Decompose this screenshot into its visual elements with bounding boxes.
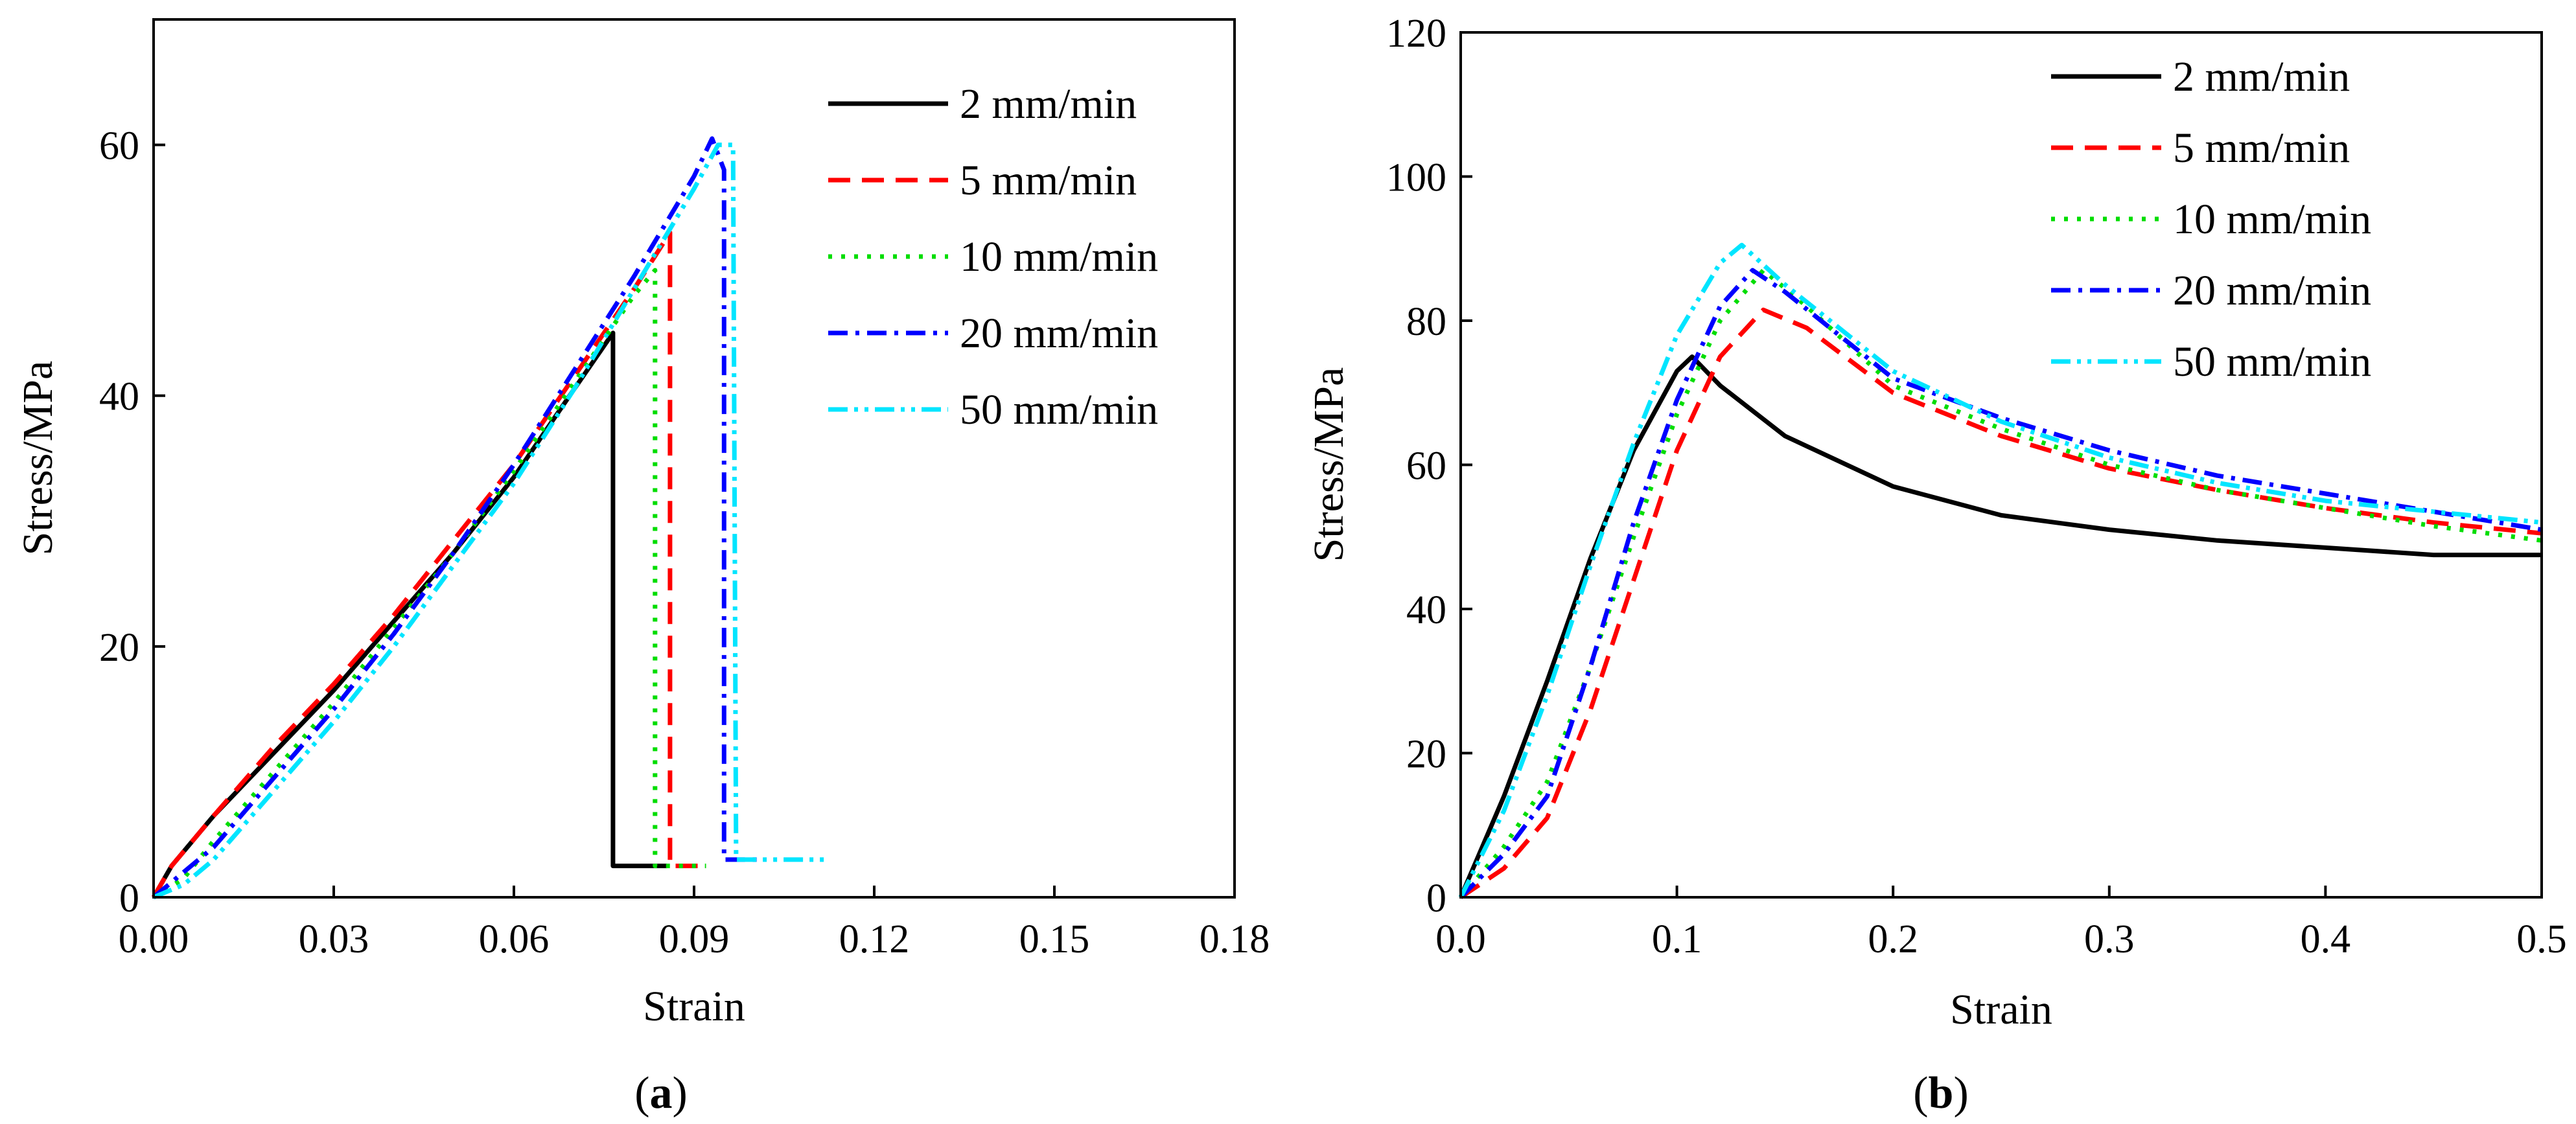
panel-a-caption: (a) bbox=[634, 1068, 688, 1118]
panel-b-series bbox=[1458, 242, 2542, 899]
panel-b-legend: 2 mm/min 5 mm/min 10 mm/min 20 mm/min 50 mm/… bbox=[2051, 53, 2371, 385]
panel-a-x-tick-label: 0.18 bbox=[1200, 917, 1270, 961]
panel-b-ticks: 0.0 0.1 0.2 0.3 0.4 0.5 0 20 40 60 80 100 120 bbox=[1386, 12, 2567, 961]
panel-a-legend-label-3: 20 mm/min bbox=[960, 310, 1158, 357]
panel-b-x-axis-title: Strain bbox=[1950, 986, 2052, 1033]
panel-a-y-tick-label: 40 bbox=[99, 375, 139, 419]
panel-b: 0.0 0.1 0.2 0.3 0.4 0.5 0 20 40 60 80 100 120 Strain… bbox=[1305, 12, 2567, 1118]
panel-b-x-tick-label: 0.4 bbox=[2301, 917, 2351, 961]
panel-a-legend-label-4: 50 mm/min bbox=[960, 386, 1158, 433]
panel-b-caption-letter: b bbox=[1929, 1068, 1954, 1118]
panel-a-x-tick-label: 0.15 bbox=[1019, 917, 1090, 961]
panel-b-series-line-3 bbox=[1459, 268, 2542, 899]
panel-a-series-line-4 bbox=[152, 143, 826, 900]
panel-a-legend-label-2: 10 mm/min bbox=[960, 233, 1158, 281]
panel-b-x-tick-label: 0.3 bbox=[2084, 917, 2135, 961]
panel-a-caption-close: ) bbox=[673, 1068, 688, 1118]
panel-b-legend-label-3: 20 mm/min bbox=[2173, 267, 2371, 314]
panel-b-y-tick-label: 100 bbox=[1386, 156, 1446, 200]
panel-a-y-axis-title: Stress/MPa bbox=[14, 361, 62, 556]
panel-b-caption: (b) bbox=[1913, 1068, 1969, 1118]
panel-b-x-tick-label: 0.5 bbox=[2516, 917, 2567, 961]
panel-b-y-tick-label: 120 bbox=[1386, 12, 1446, 56]
panel-b-y-axis-title: Stress/MPa bbox=[1305, 367, 1352, 562]
panel-a-x-tick-label: 0.06 bbox=[479, 917, 550, 961]
panel-b-legend-label-1: 5 mm/min bbox=[2173, 124, 2350, 172]
panel-a-x-tick-label: 0.00 bbox=[119, 917, 189, 961]
panel-a-ticks: 0.00 0.03 0.06 0.09 0.12 0.15 0.18 0 20 40 60 bbox=[99, 124, 1270, 961]
panel-a-legend-label-0: 2 mm/min bbox=[960, 80, 1137, 128]
panel-b-y-tick-label: 80 bbox=[1406, 300, 1446, 344]
panel-a-y-tick-label: 0 bbox=[119, 877, 139, 921]
panel-b-y-tick-label: 20 bbox=[1406, 733, 1446, 777]
panel-a-series bbox=[151, 136, 826, 900]
panel-b-x-tick-label: 0.1 bbox=[1652, 917, 1702, 961]
panel-a-caption-letter: a bbox=[650, 1068, 673, 1118]
panel-b-series-line-2 bbox=[1459, 268, 2542, 899]
panel-a-x-tick-label: 0.03 bbox=[299, 917, 369, 961]
panel-b-legend-label-2: 10 mm/min bbox=[2173, 196, 2371, 243]
panel-b-caption-close: ) bbox=[1953, 1068, 1968, 1118]
panel-b-series-line-0 bbox=[1458, 354, 2542, 899]
panel-b-y-tick-label: 60 bbox=[1406, 444, 1446, 488]
panel-a-y-tick-label: 20 bbox=[99, 626, 139, 670]
panel-a: 0.00 0.03 0.06 0.09 0.12 0.15 0.18 0 20 40 60 Stra… bbox=[14, 18, 1270, 1118]
panel-a-series-line-2 bbox=[152, 268, 706, 899]
panel-b-legend-label-0: 2 mm/min bbox=[2173, 53, 2350, 100]
panel-a-y-tick-label: 60 bbox=[99, 124, 139, 168]
panel-b-series-line-4 bbox=[1458, 242, 2542, 899]
panel-a-legend-label-1: 5 mm/min bbox=[960, 157, 1137, 204]
panel-a-x-axis-title: Strain bbox=[643, 983, 745, 1030]
panel-b-x-tick-label: 0.2 bbox=[1868, 917, 1918, 961]
panel-a-series-line-3 bbox=[152, 136, 760, 899]
panel-b-x-tick-label: 0.0 bbox=[1435, 917, 1486, 961]
panel-b-y-tick-label: 0 bbox=[1426, 877, 1446, 921]
panel-b-legend-label-4: 50 mm/min bbox=[2173, 338, 2371, 385]
panel-a-x-tick-label: 0.12 bbox=[839, 917, 910, 961]
panel-b-y-tick-label: 40 bbox=[1406, 588, 1446, 632]
panel-a-x-tick-label: 0.09 bbox=[659, 917, 730, 961]
panel-a-caption-open: ( bbox=[634, 1068, 649, 1118]
panel-b-caption-open: ( bbox=[1913, 1068, 1928, 1118]
panel-a-legend: 2 mm/min 5 mm/min 10 mm/min 20 mm/min 50 mm/… bbox=[828, 80, 1158, 433]
